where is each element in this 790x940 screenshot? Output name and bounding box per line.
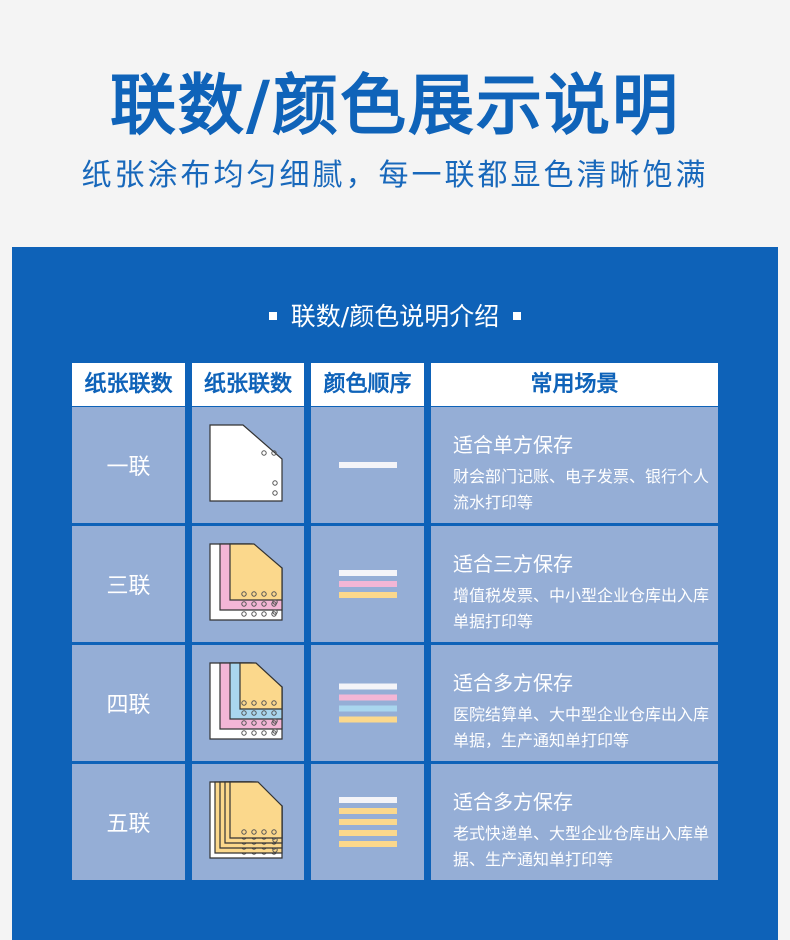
color-stripe [338, 716, 397, 723]
color-stripe [338, 705, 397, 712]
scenario-title: 适合多方保存 [453, 790, 573, 814]
ply-label: 四联 [72, 645, 185, 761]
color-stripes [338, 570, 397, 598]
header-ply-count: 纸张联数 [72, 363, 185, 406]
paper-layer [229, 781, 283, 839]
color-order [311, 764, 424, 880]
color-order [311, 645, 424, 761]
color-order [311, 407, 424, 523]
paper-illustration [192, 764, 304, 880]
color-stripe [338, 819, 397, 825]
paper-layer [229, 543, 283, 601]
color-order [311, 526, 424, 642]
square-bullet-icon [268, 312, 277, 320]
color-stripes [338, 462, 397, 468]
paper-illustration [192, 407, 304, 523]
header-scenarios: 常用场景 [431, 363, 718, 406]
color-stripe [338, 808, 397, 814]
color-stripe [338, 797, 397, 803]
scenario-text: 医院结算单、大中型企业仓库出入库单据，生产通知单打印等 [453, 705, 710, 750]
ply-label: 五联 [72, 764, 185, 880]
scenario-title: 适合单方保存 [453, 433, 573, 457]
color-stripes [338, 683, 397, 723]
section-title: 联数/颜色说明介绍 [12, 297, 778, 333]
color-stripe [338, 830, 397, 836]
header-ply-illustration: 纸张联数 [192, 363, 304, 406]
scenario-text: 财会部门记账、电子发票、银行个人流水打印等 [453, 467, 710, 512]
info-panel: 联数/颜色说明介绍 纸张联数 纸张联数 颜色顺序 常用场景 一联 适合单方保存 … [12, 247, 778, 940]
section-title-text: 联数/颜色说明介绍 [290, 302, 500, 331]
scenario-cell: 适合多方保存 医院结算单、大中型企业仓库出入库单据，生产通知单打印等 [431, 645, 718, 761]
square-bullet-icon [513, 312, 522, 320]
scenario-cell: 适合三方保存 增值税发票、中小型企业仓库出入库单据打印等 [431, 526, 718, 642]
page-title: 联数/颜色展示说明 [109, 67, 681, 144]
scenario-title: 适合三方保存 [453, 552, 573, 576]
header-color-order: 颜色顺序 [311, 363, 424, 406]
color-stripes [338, 797, 397, 847]
color-stripe [338, 841, 397, 847]
paper-illustration [192, 645, 304, 761]
color-stripe [338, 694, 397, 701]
paper-layer [239, 662, 283, 710]
paper-stack-icon [209, 781, 283, 859]
paper-stack-icon [209, 424, 283, 502]
paper-illustration [192, 526, 304, 642]
color-stripe [338, 581, 397, 587]
paper-stack-icon [209, 662, 283, 740]
paper-stack-icon [209, 543, 283, 621]
color-stripe [338, 462, 397, 468]
scenario-cell: 适合单方保存 财会部门记账、电子发票、银行个人流水打印等 [431, 407, 718, 523]
color-stripe [338, 683, 397, 690]
page-subtitle: 纸张涂布均匀细腻，每一联都显色清晰饱满 [81, 158, 709, 193]
ply-label: 三联 [72, 526, 185, 642]
ply-label: 一联 [72, 407, 185, 523]
scenario-title: 适合多方保存 [453, 671, 573, 695]
scenario-text: 增值税发票、中小型企业仓库出入库单据打印等 [453, 586, 710, 631]
color-stripe [338, 570, 397, 576]
paper-layer [209, 424, 283, 502]
scenario-cell: 适合多方保存 老式快递单、大型企业仓库出入库单据、生产通知单打印等 [431, 764, 718, 880]
scenario-text: 老式快递单、大型企业仓库出入库单据、生产通知单打印等 [453, 824, 710, 869]
color-stripe [338, 592, 397, 598]
